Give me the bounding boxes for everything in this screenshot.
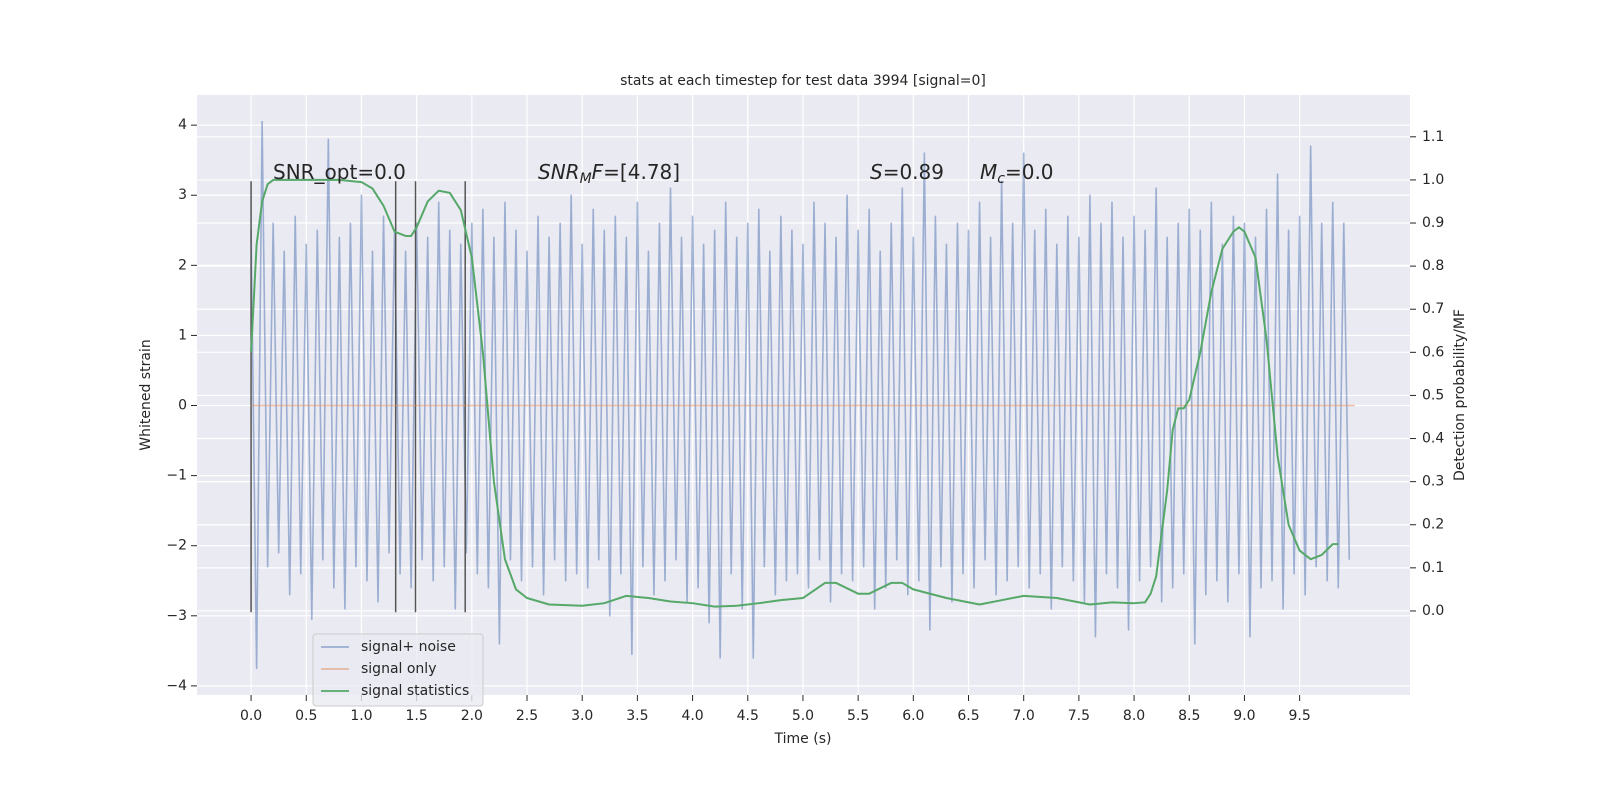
legend-box <box>312 633 484 707</box>
annotation-part: M <box>580 171 592 187</box>
x-tick-label: 7.5 <box>1068 708 1090 724</box>
y2-tick-label: 0.6 <box>1422 344 1444 360</box>
y2-tick-label: 1.0 <box>1422 172 1444 188</box>
y-tick-label: −1 <box>166 468 187 484</box>
x-tick-label: 2.5 <box>516 708 538 724</box>
chart-title: stats at each timestep for test data 399… <box>620 73 986 89</box>
y-tick-label: 0 <box>178 398 187 414</box>
annotation-part: =0.0 <box>1005 160 1054 184</box>
x-axis-label: Time (s) <box>774 731 832 747</box>
y2-tick-label: 0.0 <box>1422 603 1444 619</box>
y2-axis-label: Detection probability/MF <box>1452 309 1468 481</box>
y-tick-label: −3 <box>166 608 187 624</box>
y2-tick-label: 0.8 <box>1422 258 1444 274</box>
x-tick-label: 1.5 <box>406 708 428 724</box>
y-tick-label: 3 <box>178 187 187 203</box>
x-tick-label: 4.0 <box>681 708 703 724</box>
y2-tick-label: 0.1 <box>1422 560 1444 576</box>
series-line <box>250 120 1351 670</box>
y2-tick-label: 0.9 <box>1422 215 1444 231</box>
x-tick-label: 3.0 <box>571 708 593 724</box>
annotation-part: M <box>980 160 997 184</box>
x-tick-label: 3.5 <box>626 708 648 724</box>
x-tick-label: 2.0 <box>461 708 483 724</box>
annotation-part: F <box>592 160 604 184</box>
x-tick-label: 0.5 <box>295 708 317 724</box>
annotation: S=0.89 <box>870 160 944 184</box>
legend: signal+ noise signal only signal statistic… <box>312 633 484 707</box>
annotation-part: c <box>997 171 1005 187</box>
annotation-part: =0.89 <box>883 160 944 184</box>
x-tick-label: 5.5 <box>847 708 869 724</box>
y2-tick-label: 0.2 <box>1422 517 1444 533</box>
x-tick-label: 6.5 <box>957 708 979 724</box>
y2-tick-label: 0.3 <box>1422 474 1444 490</box>
annotation-part: SNR_opt=0.0 <box>273 160 406 184</box>
annotation-part: =[4.78] <box>603 160 680 184</box>
series-line <box>250 178 1339 608</box>
y-tick-label: −4 <box>166 678 187 694</box>
y2-tick-label: 0.4 <box>1422 431 1444 447</box>
x-tick-label: 9.5 <box>1288 708 1310 724</box>
legend-label: signal+ noise <box>361 639 456 655</box>
y-tick-label: 4 <box>178 117 187 133</box>
x-tick-label: 8.5 <box>1178 708 1200 724</box>
x-tick-label: 4.5 <box>737 708 759 724</box>
annotation-part: S <box>870 160 883 184</box>
y2-tick-label: 0.5 <box>1422 387 1444 403</box>
annotation-part: SNR <box>538 160 580 184</box>
annotation: SNR_opt=0.0 <box>273 160 406 184</box>
x-tick-label: 1.0 <box>350 708 372 724</box>
x-tick-label: 5.0 <box>792 708 814 724</box>
y-tick-label: −2 <box>166 538 187 554</box>
y-tick-label: 1 <box>178 327 187 343</box>
y-tick-label: 2 <box>178 257 187 273</box>
x-tick-label: 7.0 <box>1013 708 1035 724</box>
y2-tick-label: 1.1 <box>1422 129 1444 145</box>
legend-label: signal statistics <box>361 683 469 699</box>
annotation: SNRMF=[4.78] <box>538 160 680 188</box>
y2-tick-label: 0.7 <box>1422 301 1444 317</box>
x-tick-label: 0.0 <box>240 708 262 724</box>
annotation: Mc=0.0 <box>980 160 1054 188</box>
y-axis-label: Whitened strain <box>138 339 154 450</box>
x-tick-label: 6.0 <box>902 708 924 724</box>
x-tick-label: 9.0 <box>1233 708 1255 724</box>
x-tick-label: 8.0 <box>1123 708 1145 724</box>
legend-label: signal only <box>361 661 436 677</box>
